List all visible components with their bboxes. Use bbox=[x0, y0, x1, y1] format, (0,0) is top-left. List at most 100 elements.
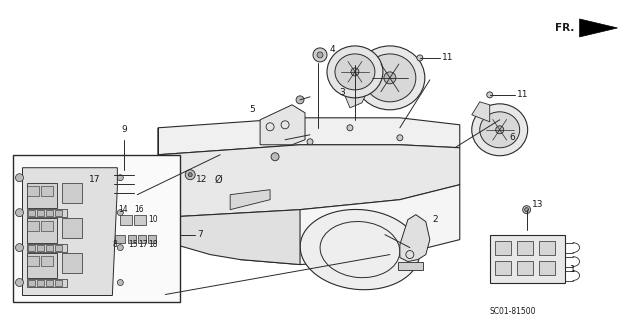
Text: 8: 8 bbox=[113, 240, 117, 249]
Text: SC01-81500: SC01-81500 bbox=[490, 308, 536, 316]
Ellipse shape bbox=[480, 112, 520, 148]
Circle shape bbox=[271, 153, 279, 161]
Circle shape bbox=[313, 48, 327, 62]
Polygon shape bbox=[158, 128, 300, 264]
Bar bbox=[539, 241, 555, 255]
Circle shape bbox=[117, 245, 124, 251]
Bar bbox=[29, 245, 35, 251]
Bar bbox=[28, 278, 67, 286]
Text: 18: 18 bbox=[148, 240, 158, 249]
Circle shape bbox=[117, 210, 124, 216]
Circle shape bbox=[277, 127, 283, 133]
Text: 4: 4 bbox=[330, 45, 335, 55]
Bar bbox=[539, 261, 555, 275]
Bar bbox=[120, 215, 132, 225]
Polygon shape bbox=[240, 185, 460, 264]
Bar bbox=[42, 221, 54, 231]
Bar bbox=[516, 241, 532, 255]
Text: 11: 11 bbox=[516, 90, 528, 99]
Circle shape bbox=[188, 173, 192, 177]
Text: 17: 17 bbox=[89, 175, 100, 184]
Bar bbox=[28, 256, 40, 265]
Bar bbox=[516, 261, 532, 275]
Text: 1: 1 bbox=[570, 265, 575, 274]
Text: Ø: Ø bbox=[214, 175, 222, 185]
Ellipse shape bbox=[327, 46, 383, 98]
Circle shape bbox=[307, 139, 313, 145]
Circle shape bbox=[185, 170, 195, 180]
Bar bbox=[47, 279, 54, 286]
Bar bbox=[495, 261, 511, 275]
Ellipse shape bbox=[300, 210, 420, 290]
Bar bbox=[56, 210, 63, 216]
Polygon shape bbox=[22, 168, 117, 295]
Bar bbox=[38, 279, 44, 286]
Text: 16: 16 bbox=[134, 205, 144, 214]
Polygon shape bbox=[158, 118, 460, 155]
Ellipse shape bbox=[364, 54, 416, 102]
Circle shape bbox=[317, 52, 323, 58]
Circle shape bbox=[15, 209, 24, 217]
Bar bbox=[38, 210, 44, 216]
Text: 2: 2 bbox=[433, 215, 438, 224]
Polygon shape bbox=[230, 190, 270, 210]
Bar bbox=[28, 183, 58, 208]
Bar bbox=[495, 241, 511, 255]
Text: 13: 13 bbox=[532, 200, 543, 209]
Text: 6: 6 bbox=[509, 133, 515, 142]
Polygon shape bbox=[138, 178, 147, 190]
Polygon shape bbox=[345, 88, 368, 108]
Bar bbox=[63, 218, 83, 238]
Text: 9: 9 bbox=[122, 125, 127, 134]
Text: 15: 15 bbox=[128, 240, 138, 249]
Circle shape bbox=[117, 279, 124, 286]
Bar bbox=[29, 210, 35, 216]
Bar bbox=[118, 208, 131, 216]
Bar bbox=[38, 245, 44, 251]
Bar bbox=[47, 210, 54, 216]
Bar bbox=[63, 183, 83, 203]
Circle shape bbox=[397, 135, 403, 141]
Text: 3: 3 bbox=[339, 88, 345, 97]
Text: 5: 5 bbox=[250, 105, 255, 114]
Circle shape bbox=[351, 68, 359, 76]
Circle shape bbox=[120, 211, 128, 220]
Circle shape bbox=[525, 208, 529, 211]
Circle shape bbox=[296, 96, 304, 104]
Text: 14: 14 bbox=[118, 205, 128, 214]
Circle shape bbox=[15, 278, 24, 286]
Bar bbox=[148, 234, 156, 242]
Bar bbox=[115, 234, 125, 242]
Polygon shape bbox=[138, 190, 144, 202]
Bar bbox=[29, 279, 35, 286]
Bar bbox=[56, 245, 63, 251]
Ellipse shape bbox=[472, 104, 527, 156]
Circle shape bbox=[384, 72, 396, 84]
Circle shape bbox=[15, 174, 24, 182]
Circle shape bbox=[496, 126, 504, 134]
Bar bbox=[28, 244, 67, 252]
Text: FR.: FR. bbox=[556, 23, 575, 33]
Circle shape bbox=[15, 244, 24, 252]
Bar bbox=[28, 186, 40, 196]
Text: 11: 11 bbox=[442, 53, 453, 63]
Polygon shape bbox=[158, 145, 460, 218]
Bar bbox=[134, 215, 147, 225]
Bar bbox=[138, 234, 147, 242]
Text: 7: 7 bbox=[197, 230, 203, 239]
Bar bbox=[42, 256, 54, 265]
Ellipse shape bbox=[355, 46, 425, 110]
Polygon shape bbox=[398, 262, 423, 270]
Bar bbox=[28, 221, 40, 231]
Text: 17: 17 bbox=[138, 240, 148, 249]
Polygon shape bbox=[110, 170, 138, 208]
Bar bbox=[13, 155, 180, 302]
Bar bbox=[28, 218, 58, 242]
Circle shape bbox=[347, 125, 353, 131]
Bar bbox=[56, 279, 63, 286]
Circle shape bbox=[523, 206, 531, 214]
Bar bbox=[28, 209, 67, 217]
Bar bbox=[28, 253, 58, 278]
Bar bbox=[490, 234, 564, 283]
Bar bbox=[42, 186, 54, 196]
